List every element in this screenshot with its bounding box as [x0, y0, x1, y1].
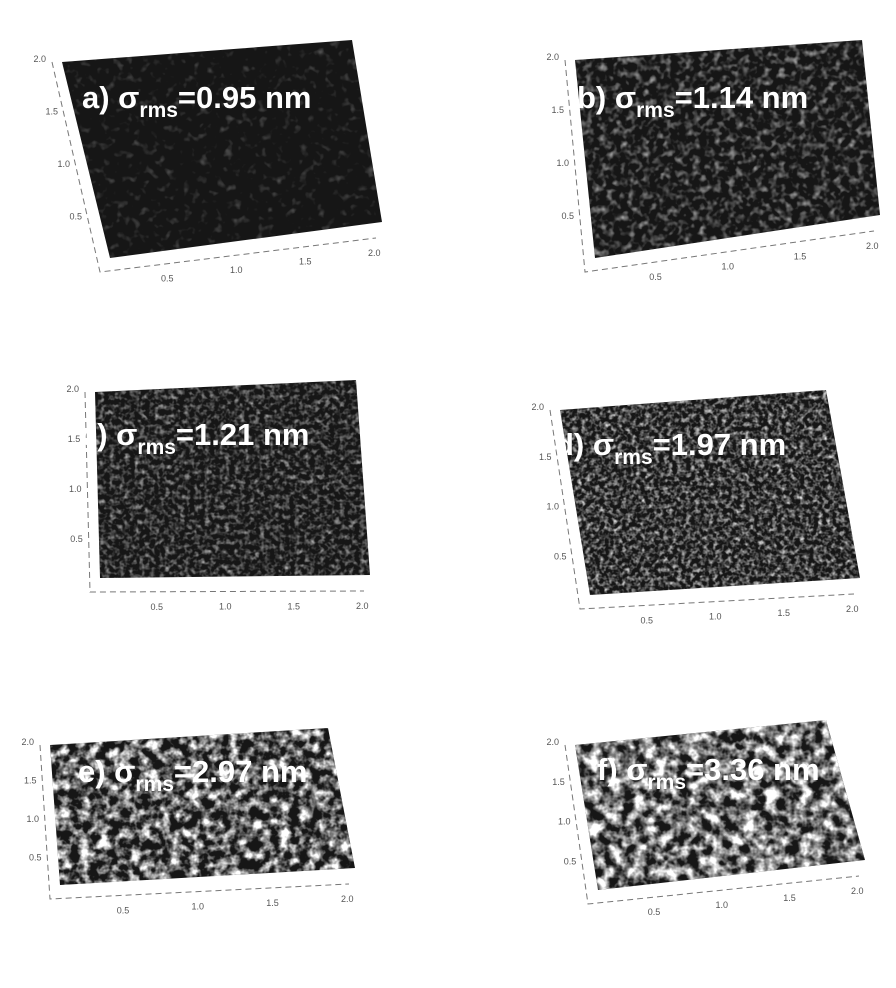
afm-panel: 0.5 0.5 1.0 1.0 1.5 1.5 2.0 2.0 c) σrms=1.21 nm	[66, 380, 370, 612]
x-tick-label: 1.0	[716, 900, 729, 910]
x-tick-label: 1.5	[794, 251, 807, 261]
label-value: =3.36 nm	[686, 752, 820, 787]
axis-line	[549, 409, 855, 610]
label-value: =1.21 nm	[176, 417, 310, 452]
label-prefix: b) σ	[577, 80, 636, 115]
surface-texture	[575, 720, 865, 890]
afm-panel: 0.5 0.5 1.0 1.0 1.5 1.5 2.0 2.0 e) σrms=2.97 nm	[21, 728, 355, 915]
y-tick-label: 0.5	[70, 534, 83, 544]
afm-panel: 0.5 0.5 1.0 1.0 1.5 1.5 2.0 2.0 d) σrms=1.97 nm	[531, 390, 860, 625]
y-tick-label: 1.0	[57, 159, 70, 169]
x-tick-label: 2.0	[846, 604, 859, 614]
label-subscript: rms	[135, 773, 174, 796]
y-tick-label: 1.0	[558, 817, 571, 827]
y-tick-label: 2.0	[531, 402, 544, 412]
axis-line	[564, 59, 875, 273]
panel-label: e) σrms=2.97 nm	[78, 754, 307, 796]
x-tick-label: 0.5	[151, 602, 164, 612]
y-tick-label: 1.0	[26, 814, 39, 824]
panel-label: d) σrms=1.97 nm	[555, 427, 786, 469]
x-tick-label: 2.0	[368, 248, 381, 258]
afm-panel: 0.5 0.5 1.0 1.0 1.5 1.5 2.0 2.0 a) σrms=0.95 nm	[33, 40, 382, 284]
panel-label: f) σrms=3.36 nm	[597, 752, 820, 794]
y-tick-label: 2.0	[66, 384, 79, 394]
panel-label: b) σrms=1.14 nm	[577, 80, 808, 122]
surface-texture	[50, 728, 355, 885]
label-prefix: e) σ	[78, 754, 135, 789]
y-tick-label: 0.5	[561, 211, 574, 221]
label-subscript: rms	[636, 99, 675, 122]
y-tick-label: 2.0	[546, 52, 559, 62]
y-tick-label: 1.5	[551, 105, 564, 115]
x-tick-label: 1.5	[299, 257, 312, 267]
x-tick-label: 1.0	[709, 612, 722, 622]
x-tick-label: 2.0	[341, 894, 354, 904]
x-tick-label: 1.0	[192, 902, 205, 912]
y-tick-label: 1.0	[69, 484, 82, 494]
y-tick-label: 0.5	[69, 212, 82, 222]
y-tick-label: 2.0	[546, 737, 559, 747]
axis-line	[39, 744, 350, 900]
x-tick-label: 1.0	[230, 265, 243, 275]
y-tick-label: 1.5	[552, 777, 565, 787]
axis-line	[564, 744, 860, 905]
y-tick-label: 1.5	[539, 452, 552, 462]
y-tick-label: 1.0	[556, 158, 569, 168]
panel-label: a) σrms=0.95 nm	[82, 80, 311, 122]
x-tick-label: 0.5	[641, 615, 654, 625]
x-tick-label: 1.5	[288, 601, 301, 611]
y-tick-label: 0.5	[29, 853, 42, 863]
x-tick-label: 0.5	[161, 274, 174, 284]
afm-panel: 0.5 0.5 1.0 1.0 1.5 1.5 2.0 2.0 b) σrms=1.14 nm	[546, 40, 880, 282]
label-prefix: c) σ	[80, 417, 137, 452]
surface-texture	[95, 380, 370, 578]
x-tick-label: 1.5	[783, 893, 796, 903]
axis-line	[51, 61, 377, 273]
x-tick-label: 1.5	[266, 898, 279, 908]
label-value: =0.95 nm	[178, 80, 312, 115]
x-tick-label: 2.0	[356, 601, 369, 611]
y-tick-label: 1.5	[24, 776, 37, 786]
label-prefix: a) σ	[82, 80, 139, 115]
panel-label: c) σrms=1.21 nm	[80, 417, 309, 459]
surface-texture	[560, 390, 860, 595]
y-tick-label: 0.5	[564, 856, 577, 866]
x-tick-label: 1.0	[219, 602, 232, 612]
x-tick-label: 2.0	[866, 241, 879, 251]
x-tick-label: 0.5	[117, 905, 130, 915]
label-subscript: rms	[137, 436, 176, 459]
label-value: =1.97 nm	[653, 427, 787, 462]
x-tick-label: 1.5	[778, 608, 791, 618]
x-tick-label: 0.5	[648, 907, 661, 917]
y-tick-label: 1.5	[45, 107, 58, 117]
surface-texture	[62, 40, 382, 258]
y-tick-label: 0.5	[554, 551, 567, 561]
axis-line	[84, 391, 365, 593]
surface-texture	[575, 40, 880, 258]
x-tick-label: 1.0	[722, 262, 735, 272]
label-prefix: f) σ	[597, 752, 647, 787]
label-prefix: d) σ	[555, 427, 614, 462]
label-subscript: rms	[614, 446, 653, 469]
label-value: =2.97 nm	[174, 754, 308, 789]
label-value: =1.14 nm	[675, 80, 809, 115]
afm-panel: 0.5 0.5 1.0 1.0 1.5 1.5 2.0 2.0 f) σrms=3.36 nm	[546, 720, 865, 917]
y-tick-label: 1.5	[68, 434, 81, 444]
x-tick-label: 2.0	[851, 886, 864, 896]
label-subscript: rms	[647, 771, 686, 794]
label-subscript: rms	[139, 99, 178, 122]
y-tick-label: 2.0	[33, 54, 46, 64]
x-tick-label: 0.5	[649, 272, 662, 282]
y-tick-label: 1.0	[546, 502, 559, 512]
y-tick-label: 2.0	[21, 737, 34, 747]
